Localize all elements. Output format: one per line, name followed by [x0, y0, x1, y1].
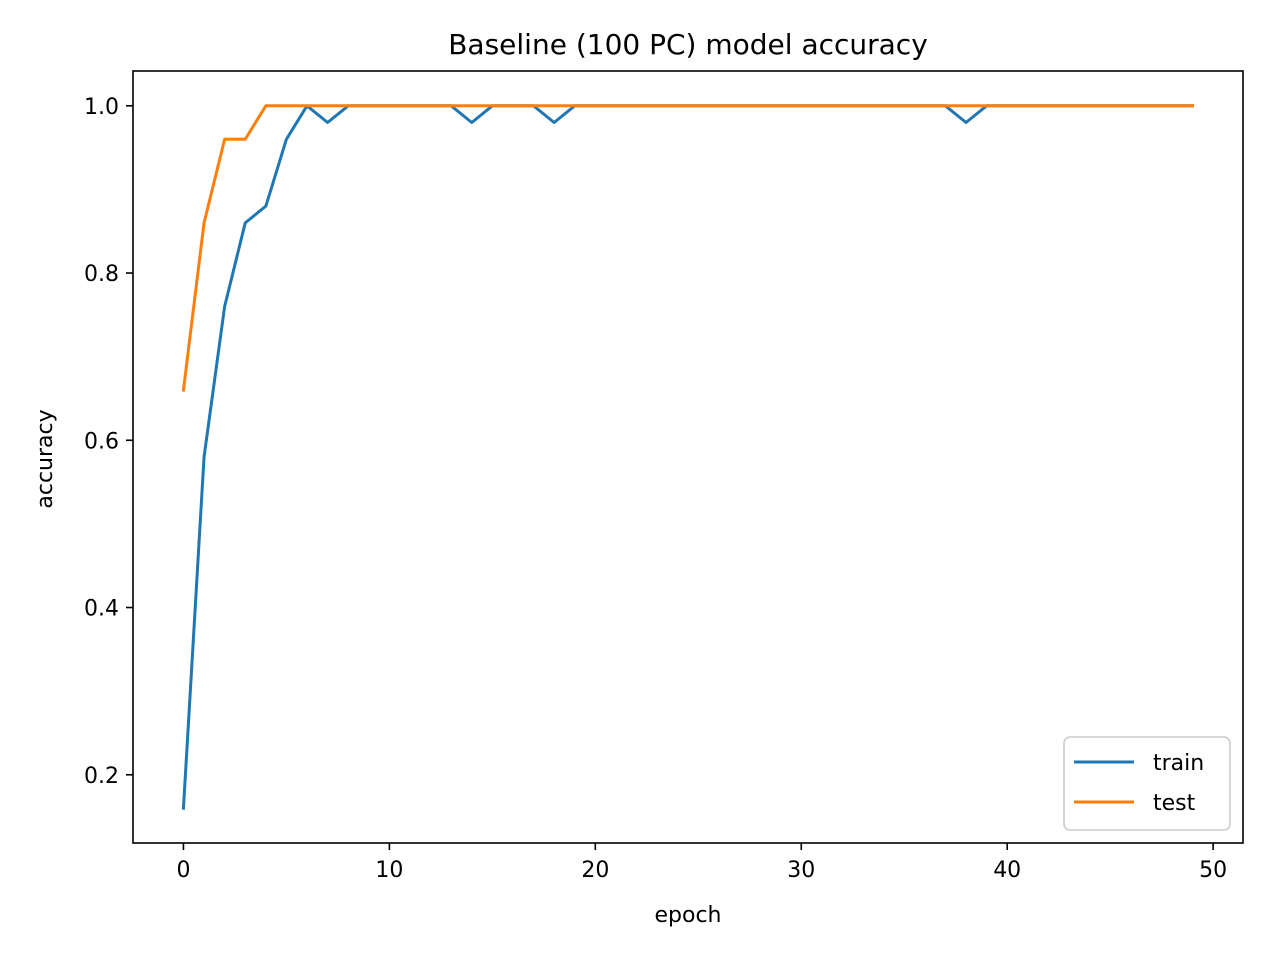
x-tick-label: 50 [1199, 858, 1227, 883]
y-tick-label: 1.0 [84, 95, 119, 120]
x-tick-label: 30 [787, 858, 815, 883]
x-tick-label: 40 [993, 858, 1021, 883]
chart-title: Baseline (100 PC) model accuracy [448, 28, 928, 61]
y-tick-label: 0.8 [84, 262, 119, 287]
y-tick-label: 0.2 [84, 764, 119, 789]
series-line-test [181, 104, 1195, 392]
y-axis: 0.2 0.4 0.6 0.8 1.0 [84, 95, 133, 789]
legend: train test [1063, 736, 1231, 831]
legend-box [1063, 736, 1231, 831]
legend-label-train: train [1153, 751, 1204, 776]
legend-label-test: test [1153, 791, 1196, 816]
x-tick-label: 20 [581, 858, 609, 883]
x-axis: 0 10 20 30 40 50 [176, 843, 1227, 883]
x-tick-label: 10 [375, 858, 403, 883]
y-axis-label: accuracy [33, 409, 58, 508]
x-tick-label: 0 [176, 858, 190, 883]
y-tick-label: 0.6 [84, 429, 119, 454]
y-tick-label: 0.4 [84, 597, 119, 622]
plot-area-frame [132, 70, 1244, 844]
x-axis-label: epoch [655, 903, 722, 928]
series-layer [181, 104, 1195, 810]
